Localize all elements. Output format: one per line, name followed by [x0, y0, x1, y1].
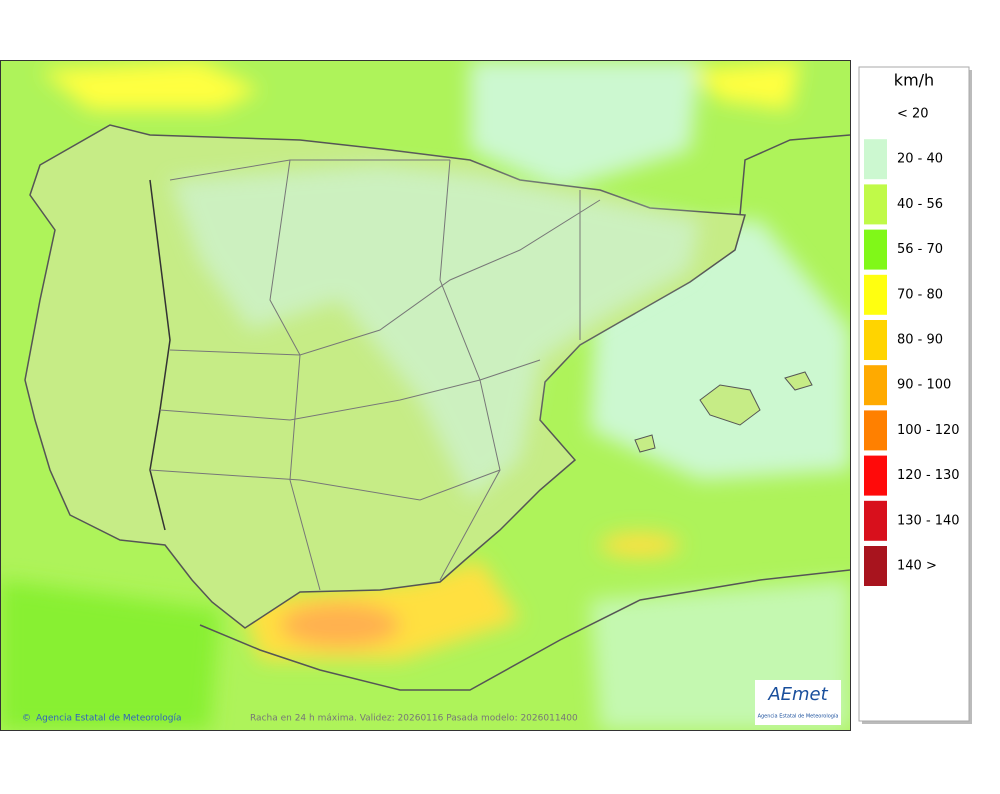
legend-label: 130 - 140	[897, 513, 960, 528]
legend-label: 70 - 80	[897, 287, 943, 302]
africa-coast	[199, 569, 850, 691]
legend-title: km/h	[894, 71, 934, 90]
map: © Agencia Estatal de Meteorología Racha …	[0, 60, 850, 730]
logo: AEmet	[767, 684, 828, 705]
legend-swatch	[864, 410, 887, 451]
credit: Agencia Estatal de Meteorología	[36, 714, 182, 724]
mallorca	[699, 384, 761, 426]
legend-swatch	[864, 500, 887, 541]
legend-label: 140 >	[897, 559, 937, 574]
region-borders	[149, 159, 601, 591]
caption: Racha en 24 h máxima. Validez: 20260116 …	[250, 714, 578, 724]
legend-items: < 20 20 - 40 40 - 56 56 - 70 70 - 80 80 - 90 9…	[864, 94, 960, 586]
legend-label: 20 - 40	[897, 152, 943, 167]
logo-box	[755, 680, 841, 725]
legend-label: < 20	[897, 107, 929, 122]
legend-swatch	[864, 139, 887, 180]
legend-label: 90 - 100	[897, 378, 951, 393]
legend-swatch	[864, 229, 887, 270]
legend-label: 80 - 90	[897, 333, 943, 348]
france-coast	[739, 134, 850, 216]
legend-swatch	[864, 184, 887, 225]
credit-icon: ©	[22, 714, 31, 724]
menorca	[784, 371, 813, 391]
legend-label: 100 - 120	[897, 423, 960, 438]
legend-swatch	[864, 94, 887, 134]
logo-subtitle: Agencia Estatal de Meteorología	[758, 713, 839, 720]
legend-label: 56 - 70	[897, 242, 943, 257]
border	[149, 179, 171, 531]
low-wind-area	[170, 165, 700, 500]
legend-swatch	[864, 365, 887, 406]
legend-label: 120 - 130	[897, 468, 960, 483]
legend-label: 40 - 56	[897, 197, 943, 212]
legend-swatch	[864, 320, 887, 360]
map-frame	[0, 60, 851, 731]
legend-swatch	[864, 274, 887, 315]
legend-swatch	[864, 546, 887, 586]
legend-swatch	[864, 455, 887, 496]
ibiza	[634, 434, 656, 453]
